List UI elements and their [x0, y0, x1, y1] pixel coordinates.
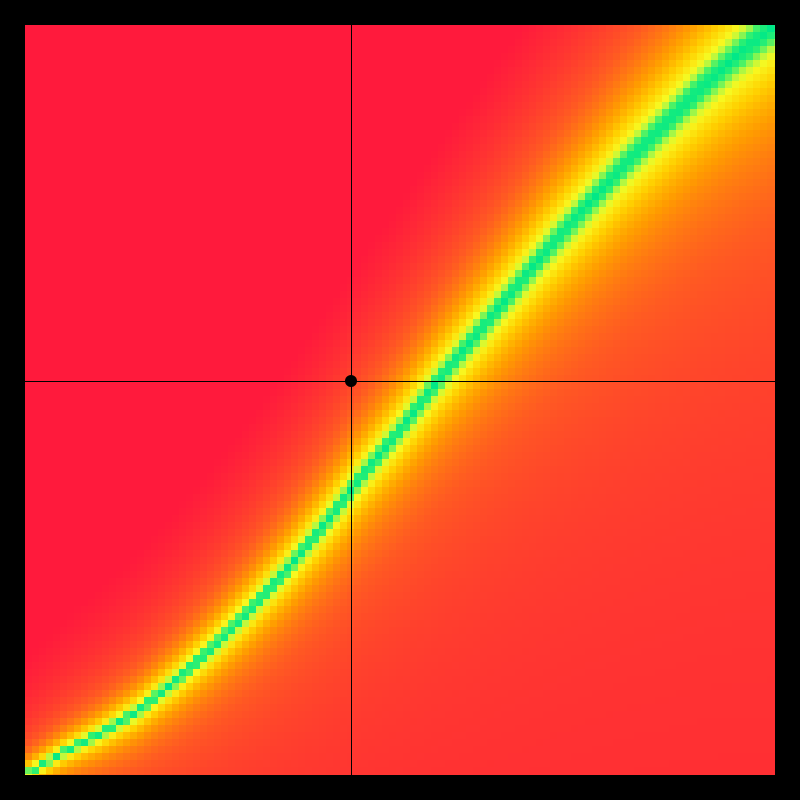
plot-area — [25, 25, 775, 775]
crosshair-horizontal — [25, 381, 775, 382]
selection-marker — [345, 375, 357, 387]
bottleneck-heatmap — [25, 25, 775, 775]
watermark-label: TheBottleneck.com — [500, 4, 703, 30]
crosshair-vertical — [351, 25, 352, 775]
